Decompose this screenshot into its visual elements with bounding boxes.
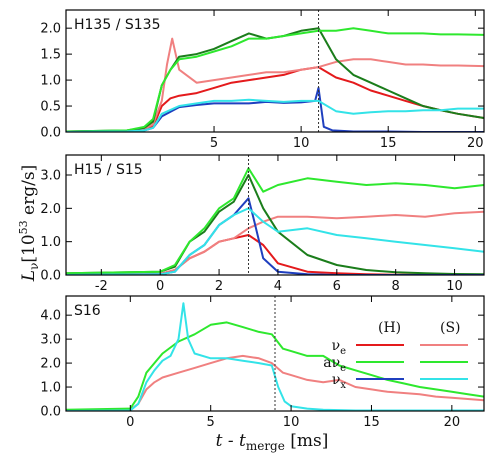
legend-label: νx bbox=[332, 372, 347, 391]
x-tick-label: 5 bbox=[210, 136, 218, 151]
series-vx_S bbox=[66, 302, 484, 411]
y-tick-label: 0.0 bbox=[40, 405, 61, 420]
series-ve_S bbox=[66, 210, 484, 275]
panel-label: H135 / S135 bbox=[74, 17, 160, 33]
x-tick-label: 10 bbox=[283, 415, 300, 430]
panel-3: 0 5 10 15 20 0.0 1.0 2.0 3.0 4.0 S16 bbox=[40, 295, 485, 430]
x-tick-label: 15 bbox=[363, 415, 380, 430]
legend-label: νe bbox=[332, 338, 347, 357]
ylabel-exp: 53 bbox=[17, 220, 30, 234]
legend-col-s: (S) bbox=[440, 320, 461, 336]
series-vx_S bbox=[66, 98, 484, 132]
series-vx_H bbox=[66, 197, 484, 275]
svg-text:Lν[1053 erg/s]: Lν[1053 erg/s] bbox=[17, 165, 41, 282]
ylabel-unit2: erg/s] bbox=[19, 165, 39, 221]
y-tick-label: 2.0 bbox=[40, 357, 61, 372]
panel-label: S16 bbox=[74, 303, 101, 319]
y-tick-label: 3.0 bbox=[40, 169, 61, 184]
legend-row: νx bbox=[332, 372, 468, 391]
y-tick-label: 0.0 bbox=[40, 269, 61, 284]
x-tick-label: 0 bbox=[156, 279, 164, 294]
series-ve_S bbox=[66, 354, 484, 411]
x-tick-label: 4 bbox=[274, 279, 282, 294]
x-tick-label: 15 bbox=[380, 136, 397, 151]
y-tick-label: 2.0 bbox=[40, 22, 61, 37]
y-tick-label: 3.0 bbox=[40, 333, 61, 348]
series-ave_H bbox=[66, 27, 484, 132]
y-axis-label: Lν[1053 erg/s] bbox=[17, 165, 41, 282]
xlabel-unit: [ms] bbox=[285, 431, 329, 451]
x-tick-label: 10 bbox=[293, 136, 310, 151]
ylabel-unit: [10 bbox=[19, 234, 39, 262]
y-tick-label: 1.0 bbox=[40, 235, 61, 250]
legend-row: νe bbox=[332, 338, 468, 357]
x-tick-label: 6 bbox=[333, 279, 341, 294]
y-tick-label: 0.0 bbox=[40, 126, 61, 141]
x-tick-label: 0 bbox=[126, 415, 134, 430]
series-ave_S bbox=[66, 167, 484, 275]
series-ve_S bbox=[66, 37, 484, 132]
panel-1: 5 10 15 20 0.0 0.5 1.0 1.5 2.0 H135 / S135 bbox=[40, 9, 485, 151]
legend-row: aνe bbox=[323, 355, 468, 374]
x-axis-label: t - tmerge [ms] bbox=[216, 431, 329, 453]
legend-label: aνe bbox=[323, 355, 346, 374]
x-tick-label: 5 bbox=[207, 415, 215, 430]
x-tick-label: 2 bbox=[215, 279, 223, 294]
xlabel-sub: merge bbox=[246, 439, 285, 453]
ylabel-sub: ν bbox=[27, 263, 41, 270]
series-ve_H bbox=[66, 66, 484, 132]
ylabel-L: L bbox=[19, 270, 39, 282]
legend-col-h: (H) bbox=[378, 320, 401, 336]
plot-frame bbox=[65, 154, 485, 276]
x-tick-label: 20 bbox=[467, 136, 484, 151]
y-tick-label: 1.5 bbox=[40, 48, 61, 63]
x-tick-label: 20 bbox=[444, 415, 461, 430]
panel-2: -2 0 2 4 6 8 10 0.0 1.0 2.0 3.0 H15 / S15 bbox=[40, 154, 485, 294]
y-tick-label: 0.5 bbox=[40, 100, 61, 115]
plot-frame bbox=[65, 295, 485, 412]
plot-frame bbox=[65, 9, 485, 133]
xlabel-t: t - t bbox=[216, 431, 246, 451]
y-tick-label: 2.0 bbox=[40, 202, 61, 217]
panel-label: H15 / S15 bbox=[74, 162, 143, 178]
series-vx_S bbox=[66, 207, 484, 275]
y-tick-label: 1.0 bbox=[40, 381, 61, 396]
x-tick-label: 10 bbox=[446, 279, 463, 294]
y-tick-label: 4.0 bbox=[40, 309, 61, 324]
x-tick-label: -2 bbox=[95, 279, 108, 294]
series-ave_S bbox=[66, 27, 484, 132]
x-tick-label: 8 bbox=[392, 279, 400, 294]
y-tick-label: 1.0 bbox=[40, 74, 61, 89]
series-ave_S bbox=[66, 321, 484, 411]
